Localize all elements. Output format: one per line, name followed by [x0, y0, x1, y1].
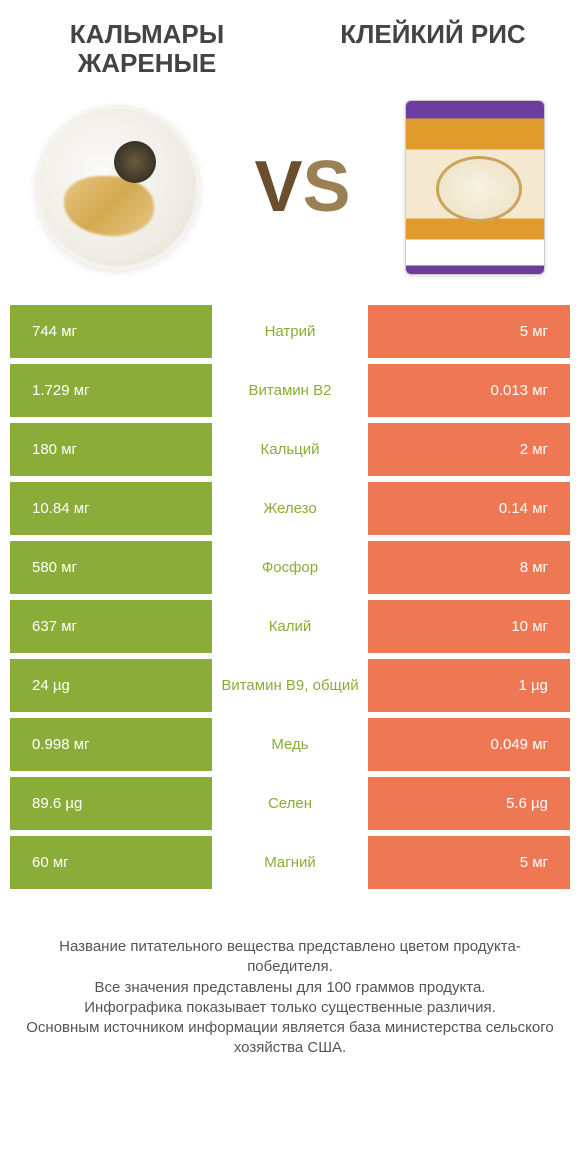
right-value-cell: 5.6 µg: [368, 777, 570, 830]
nutrient-label: Медь: [212, 718, 369, 771]
right-food-image: [405, 100, 545, 275]
vs-label: VS: [254, 146, 350, 228]
table-row: 24 µgВитамин B9, общий1 µg: [10, 656, 570, 715]
footer-line: Все значения представлены для 100 граммо…: [25, 978, 555, 998]
nutrient-label: Фосфор: [212, 541, 369, 594]
vs-letter-s: S: [303, 147, 351, 227]
nutrient-label: Магний: [212, 836, 369, 889]
right-value-cell: 2 мг: [368, 423, 570, 476]
left-food-title: Кальмары жареные: [30, 20, 264, 77]
left-value-cell: 1.729 мг: [10, 364, 212, 417]
left-food-image: [35, 105, 200, 270]
left-value-cell: 744 мг: [10, 305, 212, 358]
left-value-cell: 24 µg: [10, 659, 212, 712]
right-food-title: Клейкий рис: [316, 20, 550, 77]
footer-line: Название питательного вещества представл…: [25, 937, 555, 978]
table-row: 637 мгКалий10 мг: [10, 597, 570, 656]
table-row: 60 мгМагний5 мг: [10, 833, 570, 892]
left-value-cell: 89.6 µg: [10, 777, 212, 830]
table-row: 10.84 мгЖелезо0.14 мг: [10, 479, 570, 538]
right-value-cell: 0.049 мг: [368, 718, 570, 771]
left-value-cell: 637 мг: [10, 600, 212, 653]
table-row: 1.729 мгВитамин B20.013 мг: [10, 361, 570, 420]
right-value-cell: 5 мг: [368, 836, 570, 889]
left-value-cell: 180 мг: [10, 423, 212, 476]
footer-line: Инфографика показывает только существенн…: [25, 998, 555, 1018]
vs-letter-v: V: [254, 147, 302, 227]
nutrient-label: Витамин B2: [212, 364, 369, 417]
left-value-cell: 10.84 мг: [10, 482, 212, 535]
images-row: VS: [10, 82, 570, 302]
left-value-cell: 0.998 мг: [10, 718, 212, 771]
nutrient-table: 744 мгНатрий5 мг1.729 мгВитамин B20.013 …: [10, 302, 570, 892]
footer-line: Основным источником информации является …: [25, 1018, 555, 1059]
left-value-cell: 580 мг: [10, 541, 212, 594]
right-value-cell: 8 мг: [368, 541, 570, 594]
nutrient-label: Селен: [212, 777, 369, 830]
nutrient-label: Калий: [212, 600, 369, 653]
infographic-container: Кальмары жареные Клейкий рис VS 744 мгНа…: [0, 0, 580, 1089]
right-value-cell: 5 мг: [368, 305, 570, 358]
table-row: 580 мгФосфор8 мг: [10, 538, 570, 597]
footer-notes: Название питательного вещества представл…: [10, 937, 570, 1059]
right-value-cell: 1 µg: [368, 659, 570, 712]
table-row: 0.998 мгМедь0.049 мг: [10, 715, 570, 774]
right-value-cell: 10 мг: [368, 600, 570, 653]
nutrient-label: Кальций: [212, 423, 369, 476]
titles-row: Кальмары жареные Клейкий рис: [10, 10, 570, 82]
nutrient-label: Витамин B9, общий: [212, 659, 369, 712]
table-row: 180 мгКальций2 мг: [10, 420, 570, 479]
left-value-cell: 60 мг: [10, 836, 212, 889]
table-row: 744 мгНатрий5 мг: [10, 302, 570, 361]
nutrient-label: Железо: [212, 482, 369, 535]
right-value-cell: 0.013 мг: [368, 364, 570, 417]
table-row: 89.6 µgСелен5.6 µg: [10, 774, 570, 833]
nutrient-label: Натрий: [212, 305, 369, 358]
right-value-cell: 0.14 мг: [368, 482, 570, 535]
